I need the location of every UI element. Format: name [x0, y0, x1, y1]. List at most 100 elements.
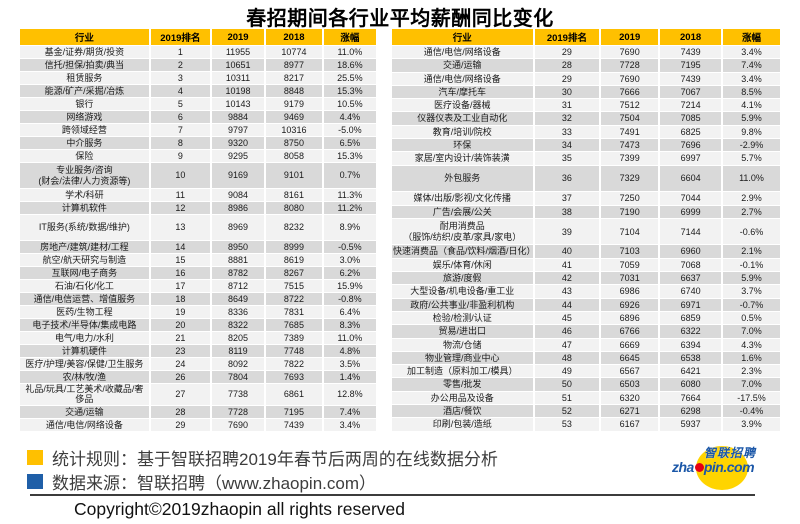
change-cell: -5.0% [323, 124, 376, 136]
industry-cell: 医疗/护理/美容/保健/卫生服务 [20, 358, 149, 370]
change-cell: 8.3% [323, 319, 376, 331]
table-row: 礼品/玩具/工艺美术/收藏品/奢侈品 27 7738 6861 12.8% [20, 384, 376, 405]
industry-cell: 基金/证券/期货/投资 [20, 46, 149, 58]
rank-cell: 28 [150, 405, 210, 418]
salary-2018-cell: 6298 [660, 405, 721, 418]
rank-cell: 26 [150, 371, 210, 383]
salary-2019-cell: 7728 [601, 59, 659, 72]
industry-cell: 零售/批发 [392, 378, 533, 391]
table-row: 专业服务/咨询 (财会/法律/人力资源等) 10 9169 9101 0.7% [20, 163, 376, 188]
table-row: 电气/电力/水利 21 8205 7389 11.0% [20, 332, 376, 344]
salary-2019-cell: 10651 [211, 59, 265, 71]
rank-cell: 19 [150, 306, 210, 318]
industry-cell: 交通/运输 [392, 59, 533, 72]
rank-cell: 8 [150, 137, 210, 149]
change-cell: 11.0% [722, 165, 780, 192]
industry-cell: 通信/电信/网络设备 [392, 46, 533, 59]
salary-2019-cell: 6645 [601, 351, 659, 365]
rank-cell: 34 [534, 139, 600, 152]
salary-2019-cell: 7512 [601, 99, 659, 112]
industry-cell: 加工制造（原料加工/模具） [392, 365, 533, 378]
salary-2019-cell: 9797 [211, 124, 265, 136]
salary-2018-cell: 6997 [660, 152, 721, 165]
salary-2019-cell: 7690 [211, 418, 265, 431]
logo-chinese-text: 智联招聘 [704, 446, 757, 460]
industry-cell: 娱乐/体育/休闲 [392, 258, 533, 272]
salary-2019-cell: 9320 [211, 137, 265, 149]
salary-2019-cell: 6669 [601, 338, 659, 351]
rank-cell: 46 [534, 325, 600, 338]
change-cell: 1.6% [722, 351, 780, 365]
change-cell: 4.3% [722, 338, 780, 351]
page-title: 春招期间各行业平均薪酬同比变化 [246, 8, 554, 30]
table-row: 交通/运输 28 7728 7195 7.4% [20, 405, 376, 418]
change-cell: 1.4% [323, 371, 376, 383]
salary-2018-cell: 8267 [266, 267, 322, 279]
change-cell: 15.3% [323, 150, 376, 162]
column-header: 涨幅 [722, 29, 780, 45]
salary-2019-cell: 7103 [601, 245, 659, 258]
industry-cell: 航空/航天研究与制造 [20, 254, 149, 266]
table-row: 耐用消费品 （服饰/纺织/皮革/家具/家电） 39 7104 7144 -0.6% [392, 218, 780, 245]
rank-cell: 52 [534, 405, 600, 418]
salary-2019-cell: 8205 [211, 332, 265, 344]
salary-2018-cell: 7214 [660, 99, 721, 112]
table-row: 娱乐/体育/休闲 41 7059 7068 -0.1% [392, 258, 780, 272]
salary-2019-cell: 7738 [211, 384, 265, 405]
industry-cell: 外包服务 [392, 165, 533, 192]
rank-cell: 21 [150, 332, 210, 344]
rank-cell: 29 [534, 46, 600, 59]
salary-2019-cell: 7190 [601, 205, 659, 218]
industry-cell: 检验/检测/认证 [392, 311, 533, 325]
rank-cell: 44 [534, 298, 600, 311]
salary-2019-cell: 10311 [211, 72, 265, 84]
rank-cell: 35 [534, 152, 600, 165]
rank-cell: 11 [150, 189, 210, 201]
table-row: 房地产/建筑/建材/工程 14 8950 8999 -0.5% [20, 241, 376, 253]
salary-2019-cell: 8881 [211, 254, 265, 266]
salary-2018-cell: 7748 [266, 345, 322, 357]
industry-cell: 租赁服务 [20, 72, 149, 84]
change-cell: -0.7% [722, 298, 780, 311]
rank-cell: 50 [534, 378, 600, 391]
rank-cell: 53 [534, 418, 600, 431]
salary-2019-cell: 7690 [601, 72, 659, 85]
table-row: 印刷/包装/造纸 53 6167 5937 3.9% [392, 418, 780, 431]
rank-cell: 15 [150, 254, 210, 266]
salary-2018-cell: 6322 [660, 325, 721, 338]
industry-cell: 汽车/摩托车 [392, 85, 533, 99]
change-cell: 3.4% [722, 46, 780, 59]
red-dot-icon [694, 463, 704, 472]
salary-2019-cell: 6766 [601, 325, 659, 338]
salary-2018-cell: 9179 [266, 98, 322, 110]
salary-2018-cell: 6971 [660, 298, 721, 311]
column-header: 行业 [392, 29, 533, 45]
table-row: 电子技术/半导体/集成电路 20 8322 7685 8.3% [20, 319, 376, 331]
table-row: 物流/仓储 47 6669 6394 4.3% [392, 338, 780, 351]
salary-2019-cell: 6567 [601, 365, 659, 378]
table-row: 贸易/进出口 46 6766 6322 7.0% [392, 325, 780, 338]
salary-2018-cell: 7389 [266, 332, 322, 344]
industry-cell: 印刷/包装/造纸 [392, 418, 533, 431]
rank-cell: 47 [534, 338, 600, 351]
table-row: 加工制造（原料加工/模具） 49 6567 6421 2.3% [392, 365, 780, 378]
data-source-line: 数据来源：智联招聘（www.zhaopin.com） [27, 469, 498, 493]
salary-2019-cell: 10198 [211, 85, 265, 97]
rank-cell: 27 [150, 384, 210, 405]
industry-cell: 石油/石化/化工 [20, 280, 149, 292]
salary-tables-container: 行业 2019排名 2019 2018 涨幅 基金/证券/期货/投资 1 11955 1077… [18, 28, 782, 432]
column-header: 2019 [601, 29, 659, 45]
rank-cell: 5 [150, 98, 210, 110]
rank-cell: 29 [150, 418, 210, 431]
rank-cell: 4 [150, 85, 210, 97]
industry-cell: IT服务(系统/数据/维护) [20, 215, 149, 240]
change-cell: 11.3% [323, 189, 376, 201]
change-cell: 11.2% [323, 202, 376, 214]
salary-2018-cell: 8750 [266, 137, 322, 149]
table-row: 中介服务 8 9320 8750 6.5% [20, 137, 376, 149]
rank-cell: 39 [534, 218, 600, 245]
rank-cell: 49 [534, 365, 600, 378]
table-row: 交通/运输 28 7728 7195 7.4% [392, 59, 780, 72]
salary-2018-cell: 8058 [266, 150, 322, 162]
salary-2018-cell: 6394 [660, 338, 721, 351]
